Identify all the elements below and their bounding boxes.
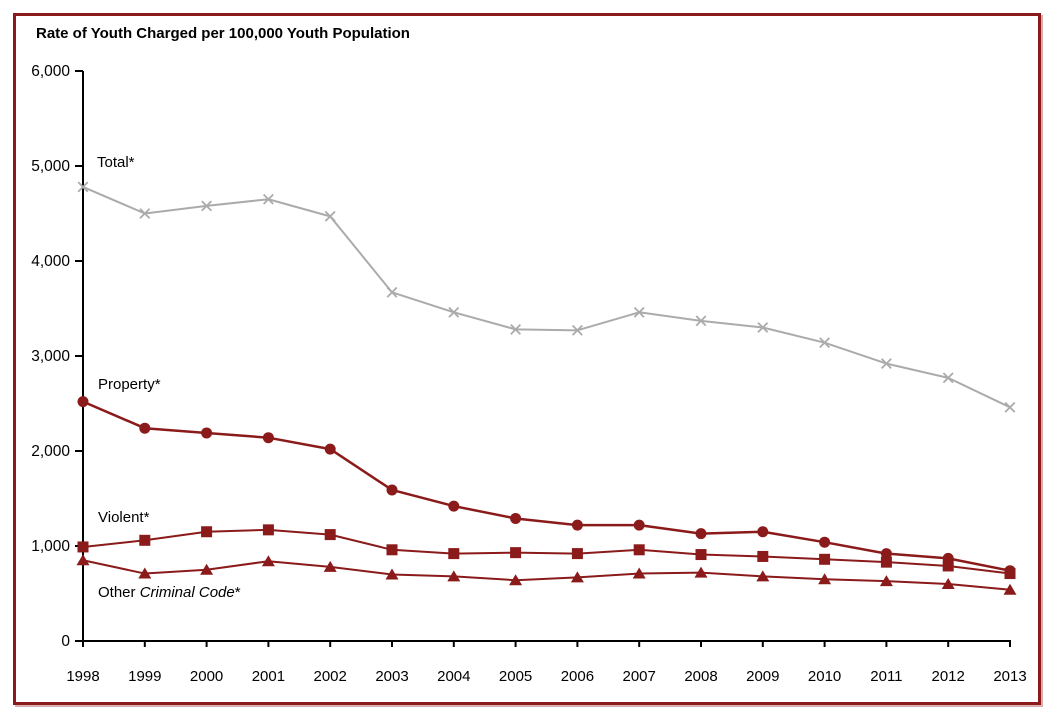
triangle-marker: [694, 566, 708, 578]
circle-marker: [77, 396, 89, 408]
circle-marker: [633, 519, 645, 531]
square-marker: [201, 526, 213, 538]
square-marker: [571, 548, 583, 560]
x-marker: [201, 200, 213, 212]
circle-marker: [757, 526, 769, 538]
triangle-marker: [632, 567, 646, 579]
x-tick-label: 2013: [993, 668, 1026, 685]
square-marker: [695, 549, 707, 561]
circle-marker: [324, 443, 336, 455]
square-marker: [77, 541, 89, 553]
series-label-total: Total*: [97, 154, 135, 171]
square-marker: [880, 556, 892, 568]
x-tick-label: 2007: [623, 668, 656, 685]
x-marker: [139, 208, 151, 219]
square-marker: [510, 547, 522, 559]
series-line-property: [82, 400, 1011, 572]
x-tick-label: 2002: [314, 668, 347, 685]
square-marker: [819, 553, 831, 565]
y-tick-label: 3,000: [31, 348, 70, 365]
x-tick-label: 2010: [808, 668, 841, 685]
x-marker: [510, 323, 522, 335]
triangle-marker: [323, 560, 337, 572]
series-label-other-criminal-code: Other Criminal Code*: [98, 584, 241, 601]
square-marker: [448, 548, 460, 560]
square-marker: [633, 544, 645, 556]
square-marker: [139, 534, 151, 546]
square-marker: [386, 544, 398, 556]
x-marker: [77, 181, 89, 193]
y-tick-label: 5,000: [31, 158, 70, 175]
y-tick-label: 2,000: [31, 443, 70, 460]
chart-border-frame: [13, 13, 1041, 705]
triangle-marker: [447, 570, 461, 582]
series-label-other-suffix: *: [234, 584, 241, 601]
x-tick-label: 1999: [128, 668, 161, 685]
x-marker: [571, 324, 583, 336]
chart-title: Rate of Youth Charged per 100,000 Youth …: [36, 25, 410, 42]
x-marker: [757, 322, 769, 333]
x-marker: [942, 372, 954, 384]
square-marker: [757, 550, 769, 562]
triangle-marker: [261, 555, 275, 567]
series-label-other-prefix: Other: [98, 584, 140, 601]
y-tick-label: 6,000: [31, 63, 70, 80]
circle-marker: [139, 422, 151, 434]
x-marker: [695, 315, 707, 327]
circle-marker: [201, 427, 213, 439]
y-tick-label: 0: [61, 633, 70, 650]
x-tick-label: 2009: [746, 668, 779, 685]
triangle-marker: [509, 574, 523, 586]
series-label-other-italic: Criminal Code: [139, 584, 235, 601]
square-marker: [1004, 568, 1016, 580]
square-marker: [324, 529, 336, 541]
series-line-violent: [82, 528, 1011, 575]
x-tick-label: 2005: [499, 668, 532, 685]
circle-marker: [448, 500, 460, 512]
series-line-other-criminal-code: [82, 559, 1011, 591]
x-marker: [633, 306, 645, 318]
triangle-marker: [138, 567, 152, 579]
triangle-marker: [879, 575, 893, 587]
circle-marker: [510, 512, 522, 524]
triangle-marker: [385, 568, 399, 580]
circle-marker: [262, 432, 274, 444]
triangle-marker: [76, 554, 90, 566]
y-tick-label: 4,000: [31, 253, 70, 270]
x-tick-label: 2001: [252, 668, 285, 685]
x-marker: [324, 210, 336, 222]
triangle-marker: [200, 563, 214, 575]
x-marker: [448, 306, 460, 318]
triangle-marker: [818, 573, 832, 585]
series-label-violent: Violent*: [98, 509, 150, 526]
triangle-marker: [1003, 583, 1017, 595]
x-marker: [386, 286, 398, 298]
x-tick-label: 2000: [190, 668, 223, 685]
y-tick-label: 1,000: [31, 538, 70, 555]
circle-marker: [571, 519, 583, 531]
circle-marker: [880, 548, 892, 560]
x-tick-label: 2012: [932, 668, 965, 685]
x-tick-label: 2008: [684, 668, 717, 685]
circle-marker: [695, 528, 707, 540]
triangle-marker: [570, 571, 584, 583]
x-tick-label: 2006: [561, 668, 594, 685]
series-label-property: Property*: [98, 376, 161, 393]
triangle-marker: [941, 578, 955, 589]
x-marker: [880, 358, 892, 370]
triangle-marker: [756, 570, 770, 582]
square-marker: [942, 560, 954, 572]
x-tick-label: 2011: [870, 668, 902, 685]
circle-marker: [819, 536, 831, 548]
x-marker: [262, 193, 274, 205]
square-marker: [262, 524, 274, 536]
x-tick-label: 2003: [375, 668, 408, 685]
x-tick-label: 1998: [66, 668, 99, 685]
x-marker: [1004, 401, 1016, 413]
x-tick-label: 2004: [437, 668, 470, 685]
x-marker: [819, 337, 831, 349]
series-line-total: [82, 185, 1011, 409]
circle-marker: [386, 484, 398, 496]
